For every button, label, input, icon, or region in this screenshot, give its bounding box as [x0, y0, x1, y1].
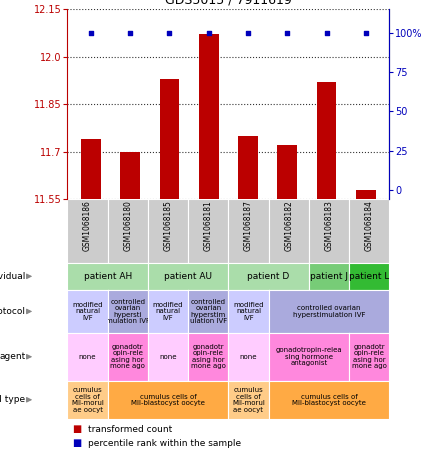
Point: [126, 29, 133, 36]
Text: none: none: [159, 354, 176, 360]
Text: none: none: [79, 354, 96, 360]
Text: modified
natural
IVF: modified natural IVF: [152, 302, 183, 321]
Bar: [159, 79, 179, 199]
Text: patient J: patient J: [309, 272, 347, 281]
Text: modified
natural
IVF: modified natural IVF: [72, 302, 102, 321]
Text: agent: agent: [0, 352, 26, 361]
Bar: [277, 145, 296, 199]
Text: cumulus cells of
MII-blastocyst oocyte: cumulus cells of MII-blastocyst oocyte: [291, 394, 365, 406]
Text: protocol: protocol: [0, 307, 26, 316]
Text: GSM1068184: GSM1068184: [364, 201, 373, 251]
Text: controlled
ovarian
hyperstim
ulation IVF: controlled ovarian hyperstim ulation IVF: [189, 299, 227, 324]
Text: patient AH: patient AH: [83, 272, 132, 281]
Point: [87, 29, 94, 36]
Text: cumulus
cells of
MII-morul
ae oocyt: cumulus cells of MII-morul ae oocyt: [231, 387, 264, 413]
Text: patient AU: patient AU: [164, 272, 212, 281]
Bar: [120, 152, 140, 199]
Text: ■: ■: [72, 438, 81, 448]
Text: GSM1068180: GSM1068180: [123, 201, 132, 251]
Text: percentile rank within the sample: percentile rank within the sample: [88, 439, 241, 448]
Text: modified
natural
IVF: modified natural IVF: [233, 302, 263, 321]
Title: GDS5015 / 7911619: GDS5015 / 7911619: [164, 0, 291, 6]
Text: gonadotr
opin-rele
asing hor
mone ago: gonadotr opin-rele asing hor mone ago: [110, 344, 145, 370]
Text: patient L: patient L: [348, 272, 388, 281]
Bar: [316, 82, 335, 199]
Point: [244, 29, 251, 36]
Text: patient D: patient D: [247, 272, 289, 281]
Bar: [238, 136, 257, 199]
Text: controlled ovarian
hyperstimulation IVF: controlled ovarian hyperstimulation IVF: [292, 305, 365, 318]
Point: [283, 29, 290, 36]
Text: ■: ■: [72, 424, 81, 434]
Text: none: none: [239, 354, 256, 360]
Text: gonadotr
opin-rele
asing hor
mone ago: gonadotr opin-rele asing hor mone ago: [191, 344, 225, 370]
Point: [205, 29, 212, 36]
Bar: [198, 34, 218, 199]
Text: GSM1068181: GSM1068181: [203, 201, 212, 251]
Text: controlled
ovarian
hypersti
mulation IVF: controlled ovarian hypersti mulation IVF: [105, 299, 149, 324]
Text: GSM1068187: GSM1068187: [243, 201, 253, 251]
Bar: [81, 139, 101, 199]
Text: GSM1068183: GSM1068183: [324, 201, 333, 251]
Text: cumulus
cells of
MII-morul
ae oocyt: cumulus cells of MII-morul ae oocyt: [71, 387, 104, 413]
Text: cumulus cells of
MII-blastocyst oocyte: cumulus cells of MII-blastocyst oocyte: [131, 394, 204, 406]
Point: [166, 29, 173, 36]
Point: [322, 29, 329, 36]
Text: GSM1068185: GSM1068185: [163, 201, 172, 251]
Text: GSM1068182: GSM1068182: [283, 201, 293, 251]
Text: gonadotr
opin-rele
asing hor
mone ago: gonadotr opin-rele asing hor mone ago: [351, 344, 386, 370]
Bar: [355, 190, 375, 199]
Text: GSM1068186: GSM1068186: [83, 201, 92, 251]
Text: individual: individual: [0, 272, 26, 281]
Text: transformed count: transformed count: [88, 425, 172, 434]
Text: cell type: cell type: [0, 395, 26, 404]
Point: [362, 29, 368, 36]
Text: gonadotropin-relea
sing hormone
antagonist: gonadotropin-relea sing hormone antagoni…: [275, 347, 342, 366]
